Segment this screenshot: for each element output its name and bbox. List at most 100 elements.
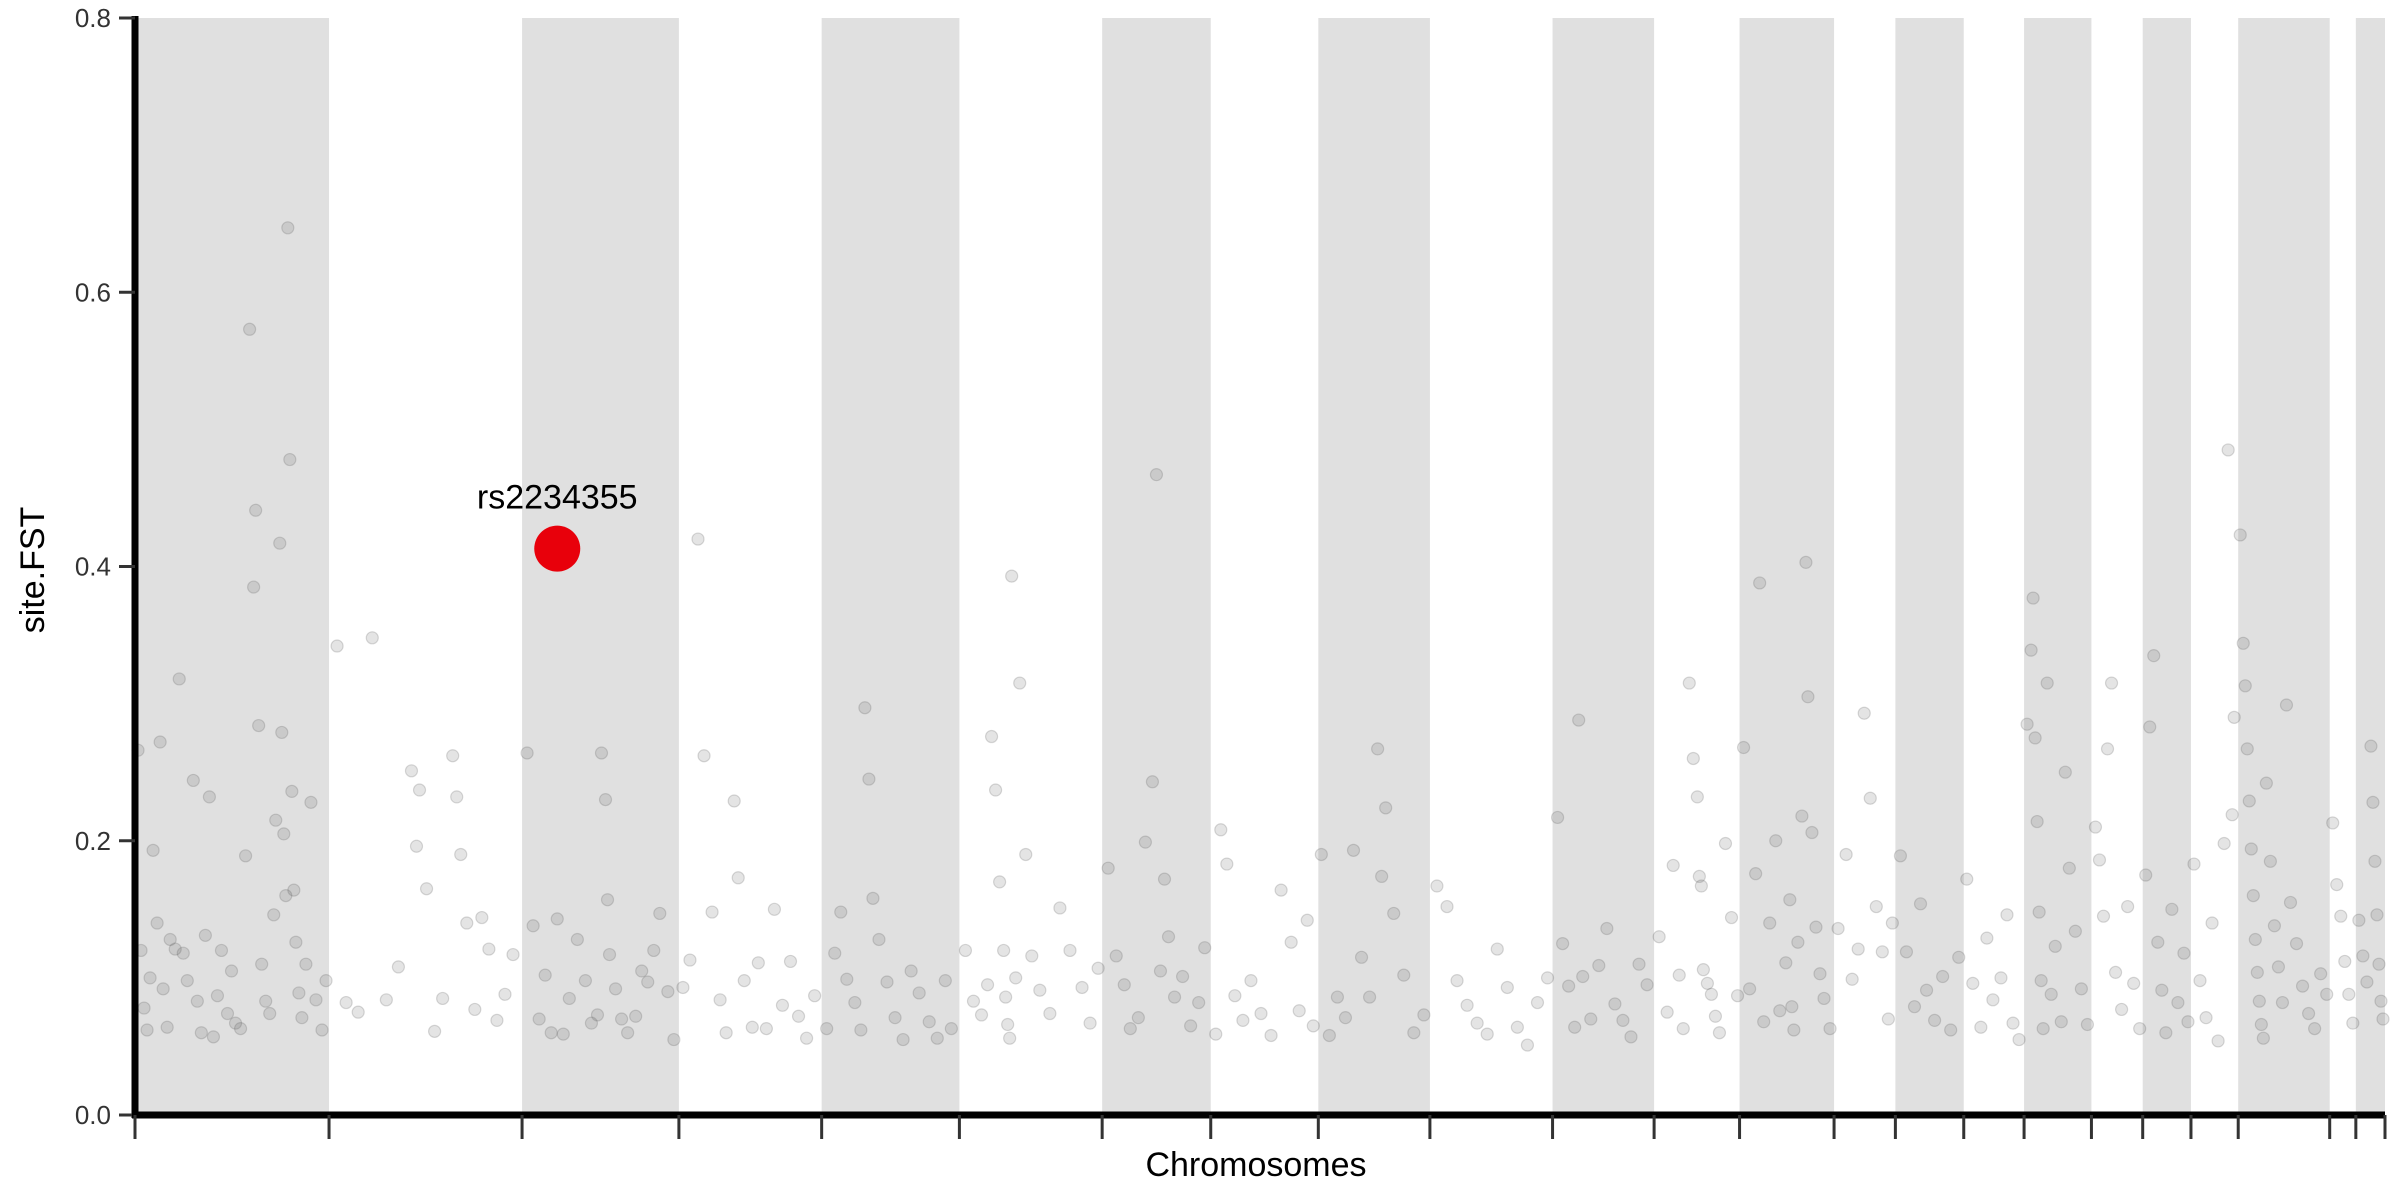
- data-point: [590, 1008, 605, 1022]
- data-point: [2211, 1034, 2225, 1048]
- y-axis: 0.0 0.2 0.4 0.6 0.8: [75, 3, 139, 1130]
- data-point: [252, 718, 266, 733]
- data-point: [2217, 836, 2231, 851]
- data-point: [1568, 1020, 1582, 1034]
- data-point: [1791, 935, 1805, 949]
- data-point: [1254, 1006, 1268, 1021]
- data-point: [163, 932, 177, 947]
- data-point: [1730, 989, 1745, 1003]
- data-point: [1300, 913, 1314, 927]
- data-point: [1749, 867, 1763, 881]
- data-point: [490, 1013, 504, 1027]
- data-point: [944, 1022, 958, 1036]
- data-point: [1893, 849, 1908, 863]
- data-point: [2364, 739, 2378, 753]
- data-point: [249, 503, 263, 517]
- data-point: [727, 794, 741, 808]
- data-point: [2248, 932, 2262, 947]
- data-point: [1157, 872, 1172, 886]
- data-point: [2177, 946, 2191, 960]
- data-point: [304, 795, 318, 809]
- data-point: [1123, 1022, 1137, 1036]
- data-point: [436, 991, 450, 1006]
- data-point: [506, 947, 520, 962]
- data-point: [238, 849, 253, 863]
- data-point: [2108, 965, 2123, 979]
- data-point: [872, 932, 886, 947]
- data-point: [2346, 1016, 2360, 1030]
- data-point: [1899, 945, 1914, 959]
- data-point: [289, 935, 303, 949]
- data-point: [143, 971, 157, 985]
- data-point: [1192, 995, 1206, 1010]
- data-point: [1236, 1013, 1250, 1027]
- data-point: [1785, 1000, 1799, 1014]
- data-point: [691, 532, 705, 546]
- data-point: [283, 452, 297, 467]
- data-point: [2259, 776, 2273, 790]
- data-point: [259, 994, 273, 1008]
- data-point: [520, 746, 534, 760]
- chromosome-band-1: [135, 18, 330, 1115]
- data-point: [2225, 808, 2239, 822]
- data-point: [2058, 765, 2072, 779]
- data-point: [1809, 920, 1823, 934]
- data-point: [168, 942, 182, 956]
- data-point: [2034, 974, 2048, 988]
- data-point: [1407, 1026, 1421, 1040]
- y-axis-title: site.FST: [14, 507, 52, 634]
- data-point: [2242, 794, 2256, 808]
- data-point: [1795, 809, 1809, 823]
- data-point: [2074, 982, 2088, 996]
- data-point: [228, 1016, 243, 1030]
- data-point: [1624, 1030, 1638, 1044]
- data-point: [562, 991, 576, 1006]
- data-point: [1520, 1038, 1535, 1052]
- data-point: [1779, 956, 1793, 970]
- data-point: [1043, 1006, 1057, 1021]
- data-point: [1470, 1016, 1484, 1030]
- data-point: [2020, 717, 2034, 731]
- data-point: [2147, 649, 2161, 663]
- data-point: [1167, 990, 1182, 1004]
- chromosome-band-21: [2238, 18, 2330, 1115]
- data-point: [2240, 742, 2254, 756]
- data-point: [1805, 825, 1819, 840]
- data-point: [641, 975, 655, 989]
- data-point: [2139, 868, 2153, 882]
- data-point: [584, 1016, 599, 1030]
- data-point: [309, 993, 323, 1007]
- data-point: [339, 995, 353, 1010]
- data-point: [279, 888, 293, 903]
- data-point: [1632, 957, 1646, 971]
- data-point: [984, 729, 999, 744]
- data-point: [255, 957, 269, 971]
- data-point: [834, 905, 848, 919]
- data-point: [1608, 997, 1622, 1011]
- data-point: [1354, 950, 1369, 964]
- data-point: [2236, 636, 2250, 650]
- data-point: [2006, 1016, 2020, 1030]
- data-point: [2000, 908, 2014, 922]
- data-point: [233, 1022, 248, 1036]
- data-point: [653, 906, 667, 921]
- data-point: [319, 974, 333, 988]
- data-point: [828, 946, 842, 960]
- data-point: [683, 953, 697, 967]
- data-point: [570, 932, 584, 947]
- data-point: [2283, 895, 2298, 910]
- data-point: [2263, 854, 2277, 868]
- data-point: [532, 1012, 546, 1026]
- data-point: [2104, 676, 2119, 690]
- data-point: [767, 902, 782, 916]
- data-point: [391, 960, 406, 974]
- data-point: [1362, 990, 1377, 1004]
- data-point: [404, 764, 419, 778]
- data-point: [2030, 814, 2044, 829]
- data-point: [1686, 751, 1700, 766]
- data-point: [2062, 861, 2076, 875]
- data-point: [731, 871, 745, 885]
- data-point: [1885, 916, 1899, 930]
- data-point: [365, 631, 379, 645]
- data-point: [1913, 897, 1928, 911]
